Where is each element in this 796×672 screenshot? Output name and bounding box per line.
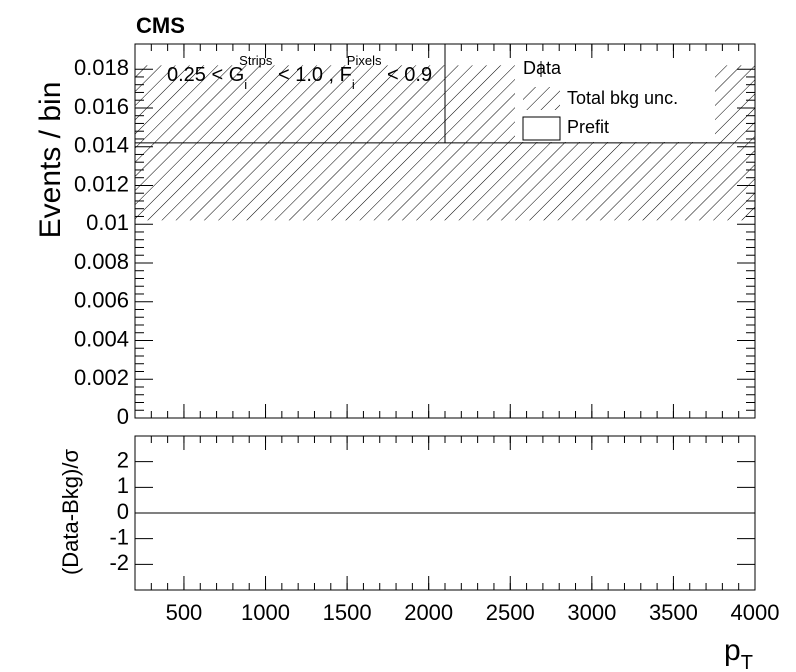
x-tick-label: 3000 (567, 600, 616, 625)
y-tick-label: 0.016 (74, 94, 129, 119)
x-tick-label: 3500 (649, 600, 698, 625)
y-tick-label: 0.002 (74, 365, 129, 390)
ratio-y-tick-label: 0 (117, 499, 129, 524)
ratio-y-tick-label: 1 (117, 473, 129, 498)
y-tick-label: 0.006 (74, 288, 129, 313)
ratio-y-tick-label: -1 (109, 524, 129, 549)
ratio-y-axis-label: (Data-Bkg)/σ (58, 449, 83, 575)
y-tick-label: 0.018 (74, 55, 129, 80)
x-label-sub: T (741, 652, 753, 672)
ratio-y-tick-label: 2 (117, 447, 129, 472)
annotation-part: < 1.0 , F (272, 64, 351, 86)
y-axis-label: Events / bin (34, 82, 67, 239)
x-tick-label: 1500 (323, 600, 372, 625)
legend-swatch (522, 116, 561, 141)
y-tick-label: 0.004 (74, 326, 129, 351)
legend-label: Prefit (567, 117, 609, 137)
y-tick-label: 0 (117, 404, 129, 429)
y-tick-label: 0.012 (74, 171, 129, 196)
ratio-y-tick-label: -2 (109, 550, 129, 575)
legend-swatch (523, 87, 560, 110)
x-tick-label: 1000 (241, 600, 290, 625)
y-tick-label: 0.014 (74, 133, 129, 158)
chart-title: CMS (136, 13, 185, 38)
y-tick-label: 0.008 (74, 249, 129, 274)
annotation: 0.25 < GiStrips < 1.0 , FiPixels < 0.9 (167, 53, 432, 92)
x-axis-label: pT (724, 634, 753, 672)
x-tick-label: 4000 (731, 600, 780, 625)
annotation-part: Pixels (347, 53, 382, 68)
annotation-part: Strips (239, 53, 273, 68)
legend-label: Total bkg unc. (567, 88, 678, 108)
annotation-part: < 0.9 (381, 64, 432, 86)
legend-label: Data (523, 58, 562, 78)
annotation-part: 0.25 < G (167, 64, 244, 86)
annotation-part: i (244, 77, 247, 92)
x-tick-label: 2500 (486, 600, 535, 625)
x-label-main: p (724, 634, 741, 667)
x-tick-label: 2000 (404, 600, 453, 625)
x-tick-label: 500 (166, 600, 203, 625)
y-tick-label: 0.01 (86, 210, 129, 235)
annotation-part: i (352, 77, 355, 92)
